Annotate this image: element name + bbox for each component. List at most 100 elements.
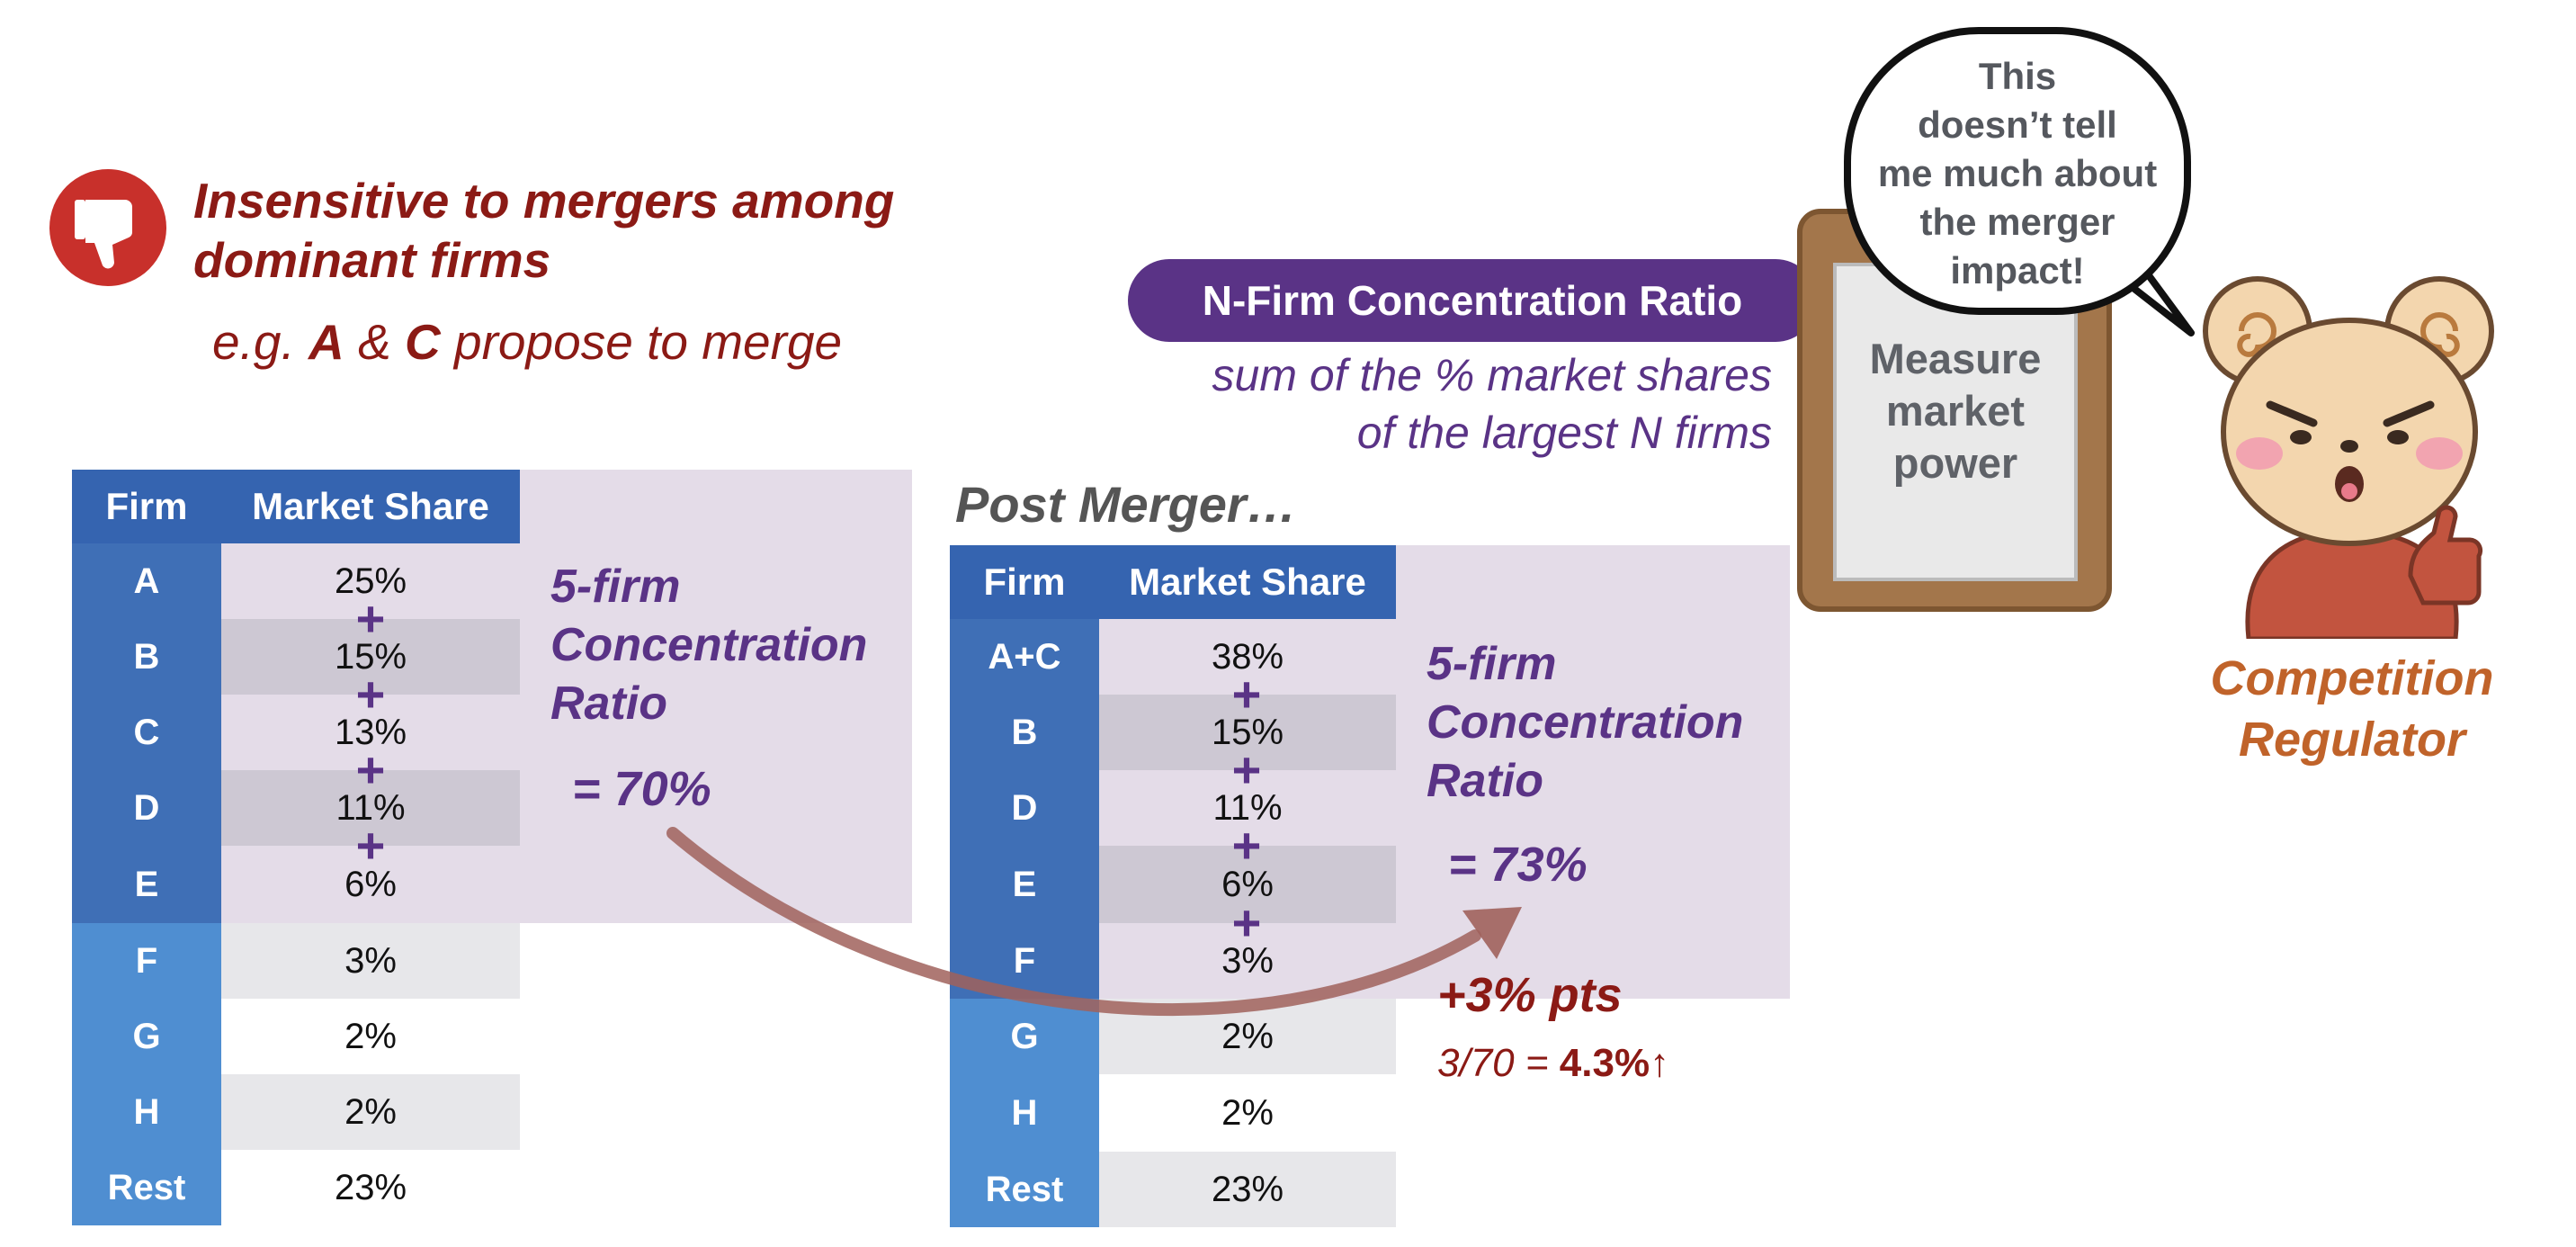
ratio-change-percent: 3/70 = 4.3%↑ bbox=[1437, 1041, 1669, 1086]
pre-ratio-label: 5-firm Concentration Ratio bbox=[550, 558, 867, 733]
pre-firm-column-top bbox=[72, 543, 221, 923]
pre-merger-highlight bbox=[221, 470, 912, 923]
speech-bubble bbox=[1844, 27, 2191, 315]
speech-line-5: impact! bbox=[1950, 249, 2085, 292]
post-share-e: 6% bbox=[1221, 864, 1274, 904]
pre-firm-g: G bbox=[132, 1016, 161, 1056]
pre-ratio-line-2: Concentration bbox=[550, 619, 868, 671]
calc-prefix: 3/70 = bbox=[1437, 1041, 1549, 1085]
speech-text: This doesn’t tell me much about the merg… bbox=[1853, 52, 2182, 295]
post-merger-highlight bbox=[1099, 545, 1790, 999]
pre-share-h: 2% bbox=[344, 1091, 397, 1132]
example-firm-c: C bbox=[405, 314, 441, 370]
pre-share-a: 25% bbox=[334, 561, 407, 601]
pre-share-d: 11% bbox=[335, 787, 406, 828]
pre-firm-d: D bbox=[133, 787, 160, 828]
post-ratio-line-2: Concentration bbox=[1427, 696, 1744, 749]
example-prefix: e.g. bbox=[212, 314, 295, 370]
pre-share-c: 13% bbox=[334, 712, 407, 752]
pre-share-rest: 23% bbox=[334, 1167, 407, 1207]
clipboard-line-2: market bbox=[1885, 387, 2026, 435]
bear-character-icon bbox=[2203, 276, 2494, 639]
ratio-change: +3% pts bbox=[1437, 968, 1623, 1022]
speech-line-4: the merger bbox=[1919, 201, 2115, 243]
definition-line-1: sum of the % market shares bbox=[1212, 350, 1772, 400]
pre-firm-rest: Rest bbox=[107, 1167, 186, 1207]
pre-plus-4: + bbox=[355, 817, 386, 874]
heading-line-1: Insensitive to mergers among bbox=[193, 173, 895, 229]
example-ampersand: & bbox=[358, 314, 391, 370]
post-header-share: Market Share bbox=[1099, 545, 1396, 619]
post-share-ac: 38% bbox=[1211, 636, 1284, 677]
post-plus-3: + bbox=[1231, 817, 1262, 874]
clipboard-paper bbox=[1833, 263, 2078, 581]
pre-row-bg-f bbox=[221, 923, 520, 999]
post-header-firm: Firm bbox=[950, 545, 1099, 619]
post-share-d: 11% bbox=[1212, 787, 1283, 828]
character-line-2: Regulator bbox=[2238, 713, 2466, 767]
pre-share-f: 3% bbox=[344, 940, 397, 981]
post-share-b: 15% bbox=[1211, 712, 1284, 752]
up-arrow-icon: ↑ bbox=[1650, 1041, 1670, 1085]
pre-ratio-value: = 70% bbox=[572, 762, 711, 816]
post-firm-ac: A+C bbox=[988, 636, 1061, 677]
pre-plus-2: + bbox=[355, 666, 386, 722]
calc-value: 4.3% bbox=[1559, 1041, 1650, 1085]
post-firm-column-bottom bbox=[950, 999, 1099, 1227]
post-row-bg-e bbox=[1099, 846, 1396, 923]
pre-plus-3: + bbox=[355, 741, 386, 798]
post-merger-title: Post Merger… bbox=[955, 476, 1297, 533]
pre-firm-a: A bbox=[133, 561, 160, 601]
post-share-h: 2% bbox=[1221, 1092, 1274, 1133]
definition-line-2: of the largest N firms bbox=[1356, 408, 1772, 458]
post-row-bg-rest bbox=[1099, 1152, 1396, 1227]
character-label: Competition Regulator bbox=[2186, 648, 2518, 770]
post-firm-column-top bbox=[950, 619, 1099, 999]
post-share-g: 2% bbox=[1221, 1016, 1274, 1056]
speech-line-1: This bbox=[1978, 55, 2057, 97]
merger-example: e.g. A & C propose to merge bbox=[212, 313, 842, 371]
thumbs-down-icon bbox=[49, 169, 166, 286]
pre-share-b: 15% bbox=[334, 636, 407, 677]
speech-line-3: me much about bbox=[1877, 152, 2158, 194]
post-ratio-value: = 73% bbox=[1448, 838, 1588, 892]
pre-plus-1: + bbox=[355, 590, 386, 647]
pre-row-bg-h bbox=[221, 1074, 520, 1150]
post-firm-f: F bbox=[1013, 940, 1036, 981]
post-plus-2: + bbox=[1231, 741, 1262, 798]
pre-firm-h: H bbox=[133, 1091, 160, 1132]
clipboard-text: Measure market power bbox=[1835, 333, 2076, 489]
pre-row-bg-d bbox=[221, 770, 520, 846]
post-ratio-label: 5-firm Concentration Ratio bbox=[1427, 635, 1743, 811]
post-share-rest: 23% bbox=[1211, 1169, 1284, 1209]
pre-header-firm: Firm bbox=[72, 470, 221, 543]
post-firm-e: E bbox=[1012, 864, 1037, 904]
post-plus-1: + bbox=[1231, 666, 1262, 722]
post-firm-h: H bbox=[1011, 1092, 1038, 1133]
post-row-bg-b bbox=[1099, 695, 1396, 770]
example-firm-a: A bbox=[309, 314, 344, 370]
post-firm-d: D bbox=[1011, 787, 1038, 828]
definition-text: sum of the % market shares of the larges… bbox=[1079, 346, 1772, 462]
pre-firm-c: C bbox=[133, 712, 160, 752]
pre-row-bg-b bbox=[221, 619, 520, 695]
criticism-heading: Insensitive to mergers among dominant fi… bbox=[193, 171, 894, 290]
pre-ratio-line-3: Ratio bbox=[550, 677, 667, 730]
post-ratio-line-1: 5-firm bbox=[1427, 638, 1557, 690]
concentration-ratio-pill: N-Firm Concentration Ratio bbox=[1128, 259, 1817, 342]
heading-line-2: dominant firms bbox=[193, 232, 551, 288]
pre-firm-e: E bbox=[134, 864, 159, 904]
pre-header-share: Market Share bbox=[221, 470, 520, 543]
post-firm-g: G bbox=[1010, 1016, 1039, 1056]
post-plus-4: + bbox=[1231, 894, 1262, 951]
pre-share-g: 2% bbox=[344, 1016, 397, 1056]
pre-firm-f: F bbox=[135, 940, 158, 981]
clipboard-line-3: power bbox=[1892, 439, 2018, 487]
pre-ratio-line-1: 5-firm bbox=[550, 561, 681, 613]
pre-share-e: 6% bbox=[344, 864, 397, 904]
post-firm-b: B bbox=[1011, 712, 1038, 752]
post-firm-rest: Rest bbox=[985, 1169, 1064, 1209]
post-share-f: 3% bbox=[1221, 940, 1274, 981]
clipboard-line-1: Measure bbox=[1869, 335, 2042, 382]
